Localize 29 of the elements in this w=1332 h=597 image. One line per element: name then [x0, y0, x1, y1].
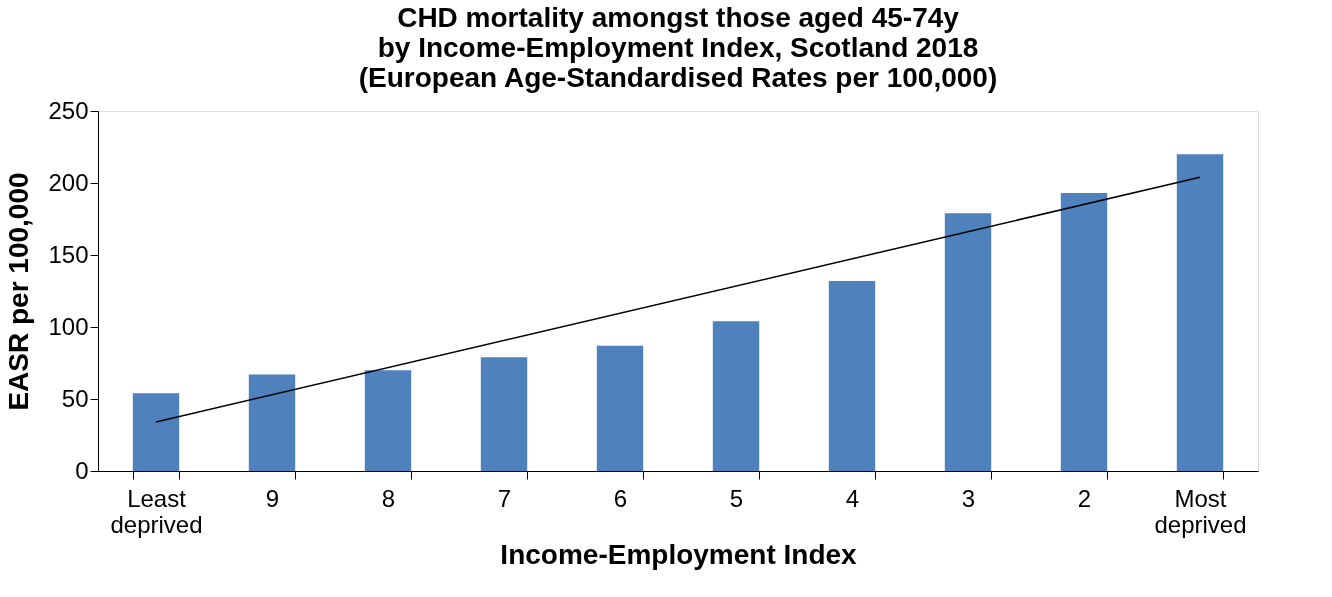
bar — [248, 374, 296, 471]
x-tick-label: Least deprived — [110, 484, 203, 538]
bar — [1176, 154, 1224, 471]
y-tick-label: 100 — [48, 312, 89, 340]
x-tick-label: 4 — [845, 484, 860, 512]
y-tick-label: 250 — [48, 96, 89, 124]
y-tick-label: 50 — [61, 384, 89, 412]
bar — [828, 280, 876, 471]
x-tick-label: 7 — [497, 484, 512, 512]
y-tick-label: 0 — [75, 456, 89, 484]
bar — [944, 213, 992, 471]
bar — [1060, 193, 1108, 471]
y-axis-title: EASR per 100,000 — [3, 172, 35, 411]
bar — [712, 321, 760, 471]
bar — [364, 370, 412, 471]
y-tick-label: 200 — [48, 168, 89, 196]
x-tick-label: 9 — [265, 484, 280, 512]
x-tick-label: 6 — [613, 484, 628, 512]
x-tick-label: 3 — [961, 484, 976, 512]
x-tick-label: 8 — [381, 484, 396, 512]
bar — [480, 357, 528, 471]
bar — [132, 393, 180, 471]
x-axis-title: Income-Employment Index — [500, 538, 858, 570]
bar — [596, 345, 644, 471]
x-tick-label: 2 — [1077, 484, 1092, 512]
y-tick-label: 150 — [48, 240, 89, 268]
chart-title: CHD mortality amongst those aged 45-74y by Income-Employment Index, Scotland 2018 (European Age-Standardised Rates per 100,000) — [358, 2, 998, 93]
x-tick-label: 5 — [729, 484, 744, 512]
x-tick-label: Most deprived — [1154, 484, 1247, 538]
